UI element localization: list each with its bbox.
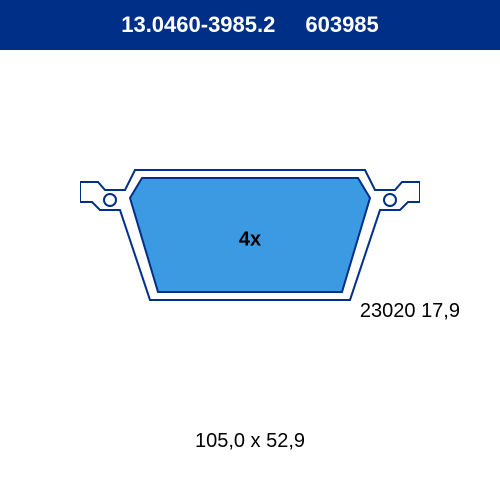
header-bar: 13.0460-3985.2 603985: [0, 0, 500, 50]
mounting-hole-right: [384, 194, 396, 206]
part-number: 13.0460-3985.2: [121, 12, 275, 38]
mounting-hole-left: [104, 194, 116, 206]
diagram-container: 4x 23020 17,9: [0, 50, 500, 430]
quantity-label: 4x: [239, 229, 261, 252]
dimensions-label: 105,0 x 52,9: [0, 430, 500, 453]
side-label: 23020 17,9: [360, 300, 460, 323]
side-code: 23020: [360, 300, 416, 322]
reference-number: 603985: [305, 12, 378, 38]
thickness-value: 17,9: [421, 300, 460, 322]
